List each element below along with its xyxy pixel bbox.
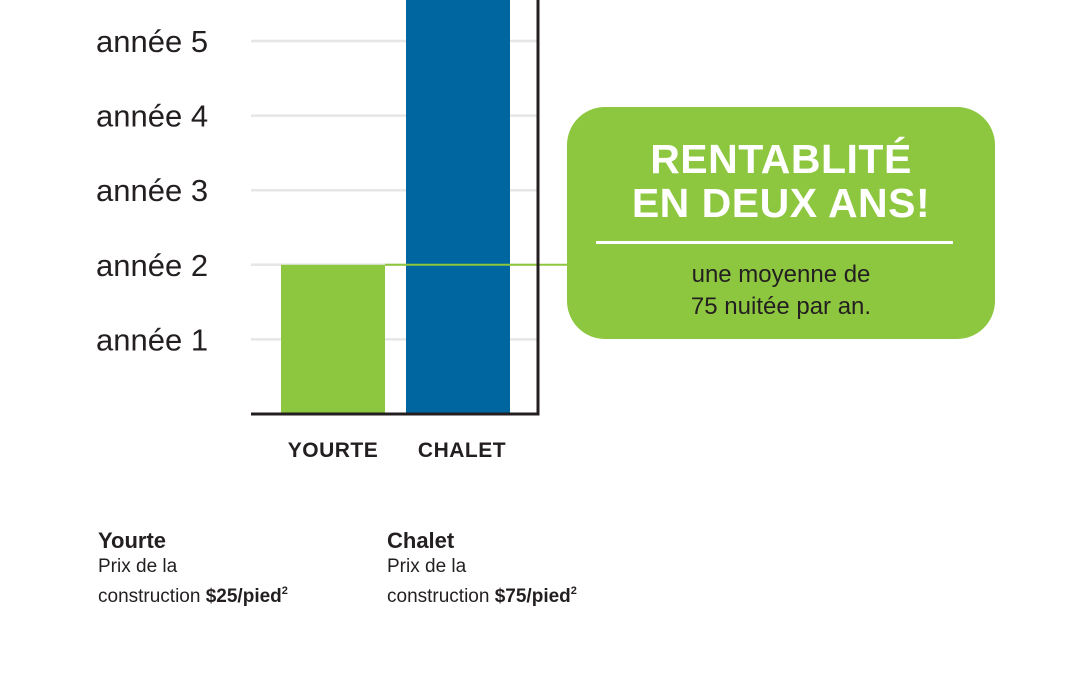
- y-tick-label: année 2: [96, 248, 208, 283]
- callout-headline: RENTABLITÉ EN DEUX ANS!: [567, 137, 995, 225]
- callout-divider: [596, 241, 953, 244]
- bar-chalet: [406, 0, 510, 414]
- note-prefix: construction: [387, 586, 495, 607]
- y-tick-labels: année 1 année 2 année 3 année 4 année 5: [96, 24, 208, 357]
- note-superscript: 2: [570, 585, 577, 597]
- callout-headline-line-1: RENTABLITÉ: [650, 136, 912, 182]
- note-line-1: Prix de la: [387, 556, 467, 577]
- axes: [251, 0, 540, 416]
- note-price: $75/pied: [494, 586, 571, 607]
- note-prefix: construction: [98, 586, 206, 607]
- callout-subtext: une moyenne de 75 nuitée par an.: [567, 259, 995, 323]
- note-line-1: Prix de la: [98, 556, 178, 577]
- callout-subtext-line-2: 75 nuitée par an.: [690, 293, 872, 320]
- profitability-callout: RENTABLITÉ EN DEUX ANS! une moyenne de 7…: [567, 107, 995, 339]
- bars: [281, 0, 510, 414]
- y-tick-label: année 3: [96, 173, 208, 208]
- category-label-yourte: YOURTE: [288, 439, 379, 462]
- y-tick-label: année 4: [96, 99, 208, 134]
- y-tick-label: année 1: [96, 322, 208, 357]
- note-superscript: 2: [281, 585, 288, 597]
- note-title: Chalet: [387, 528, 455, 553]
- note-yourte: Yourte Prix de la construction $25/pied2: [98, 528, 288, 609]
- note-title: Yourte: [98, 528, 167, 553]
- note-line-2: construction $75/pied2: [387, 579, 577, 609]
- y-tick-label: année 5: [96, 24, 208, 59]
- note-line-2: construction $25/pied2: [98, 579, 288, 609]
- bar-yourte: [281, 264, 385, 414]
- callout-subtext-line-1: une moyenne de: [691, 261, 871, 288]
- x-category-labels: YOURTE CHALET: [288, 439, 506, 462]
- note-chalet: Chalet Prix de la construction $75/pied2: [387, 528, 577, 609]
- callout-headline-line-2: EN DEUX ANS!: [631, 180, 931, 226]
- category-label-chalet: CHALET: [418, 439, 506, 462]
- note-price: $25/pied: [205, 586, 282, 607]
